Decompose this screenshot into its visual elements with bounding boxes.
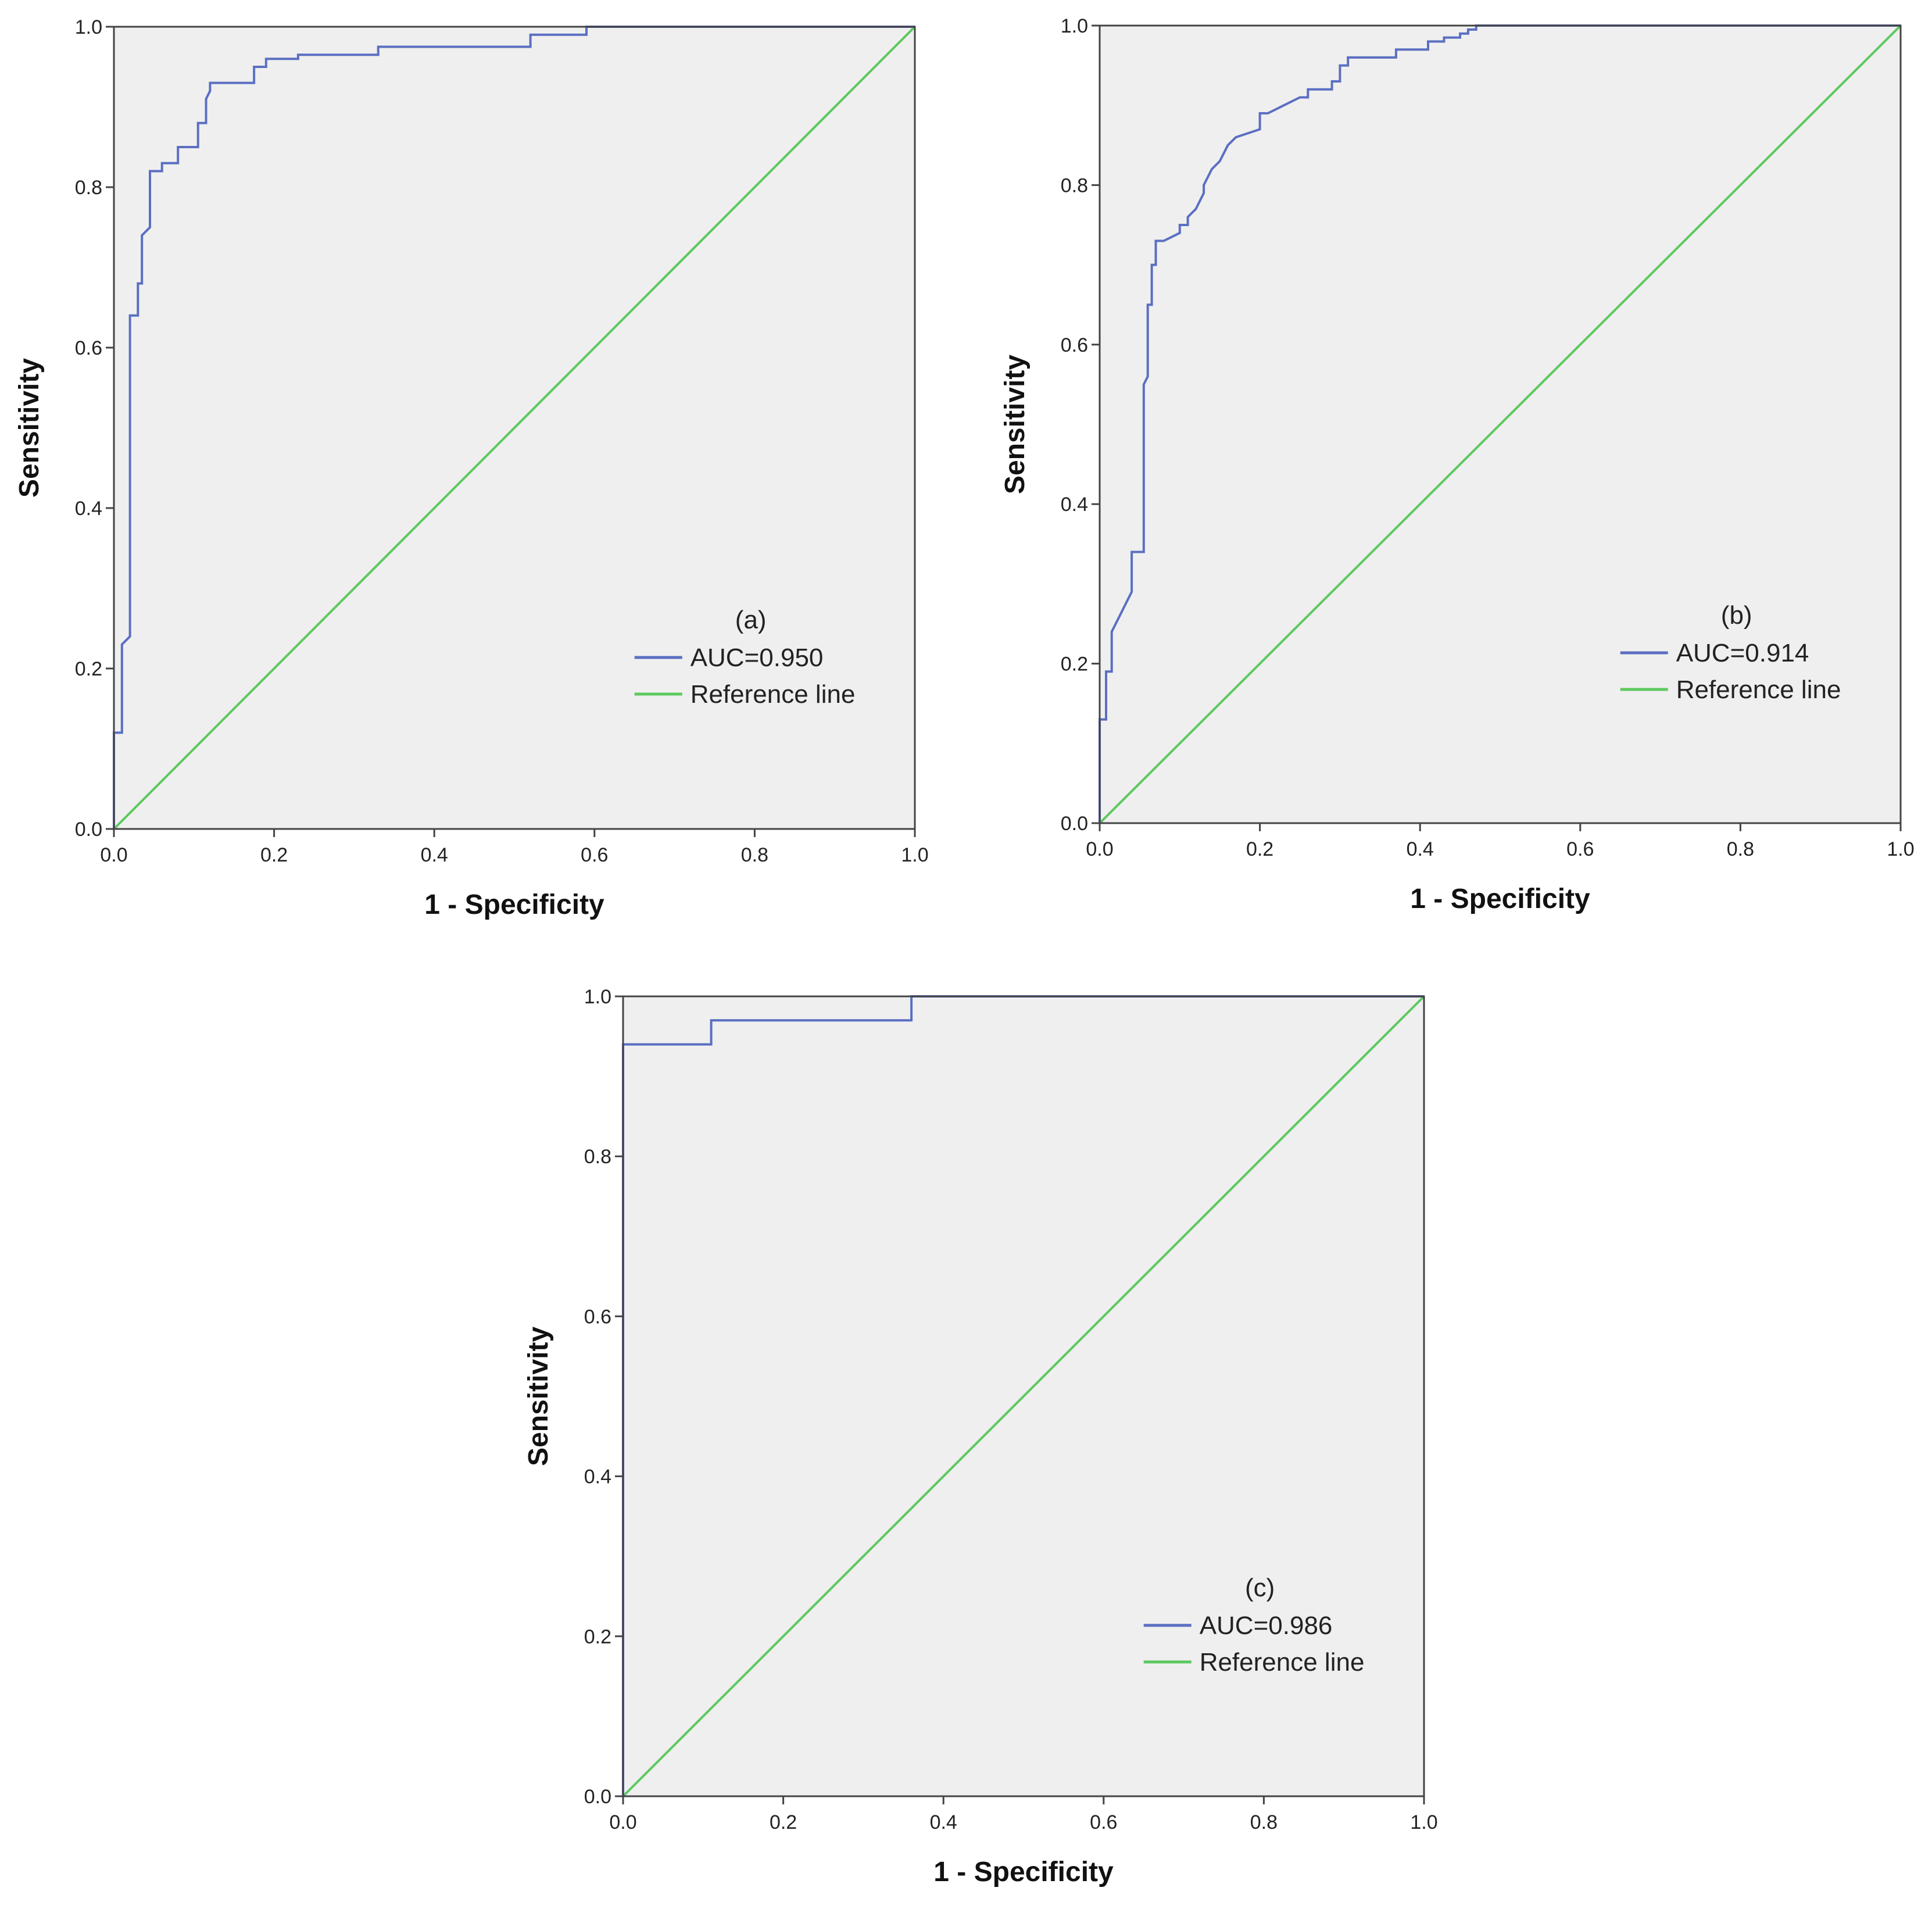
x-axis-title: 1 - Specificity (1410, 884, 1590, 914)
y-axis-title: Sensitivity (14, 358, 45, 498)
axis-ticks: 0.0 0.2 0.4 0.6 0.8 1.0 0.0 0.2 0.4 0.6 0.8 1.0 (584, 986, 1438, 1833)
y-tick-label: 0.2 (584, 1626, 611, 1648)
reference-line (113, 26, 916, 830)
y-tick-label: 0.4 (584, 1466, 611, 1488)
y-tick-label: 0.6 (1061, 334, 1088, 356)
x-tick-label: 0.4 (421, 844, 448, 866)
y-tick-label: 0.6 (584, 1306, 611, 1328)
x-tick-label: 0.6 (581, 844, 608, 866)
reference-line (1099, 24, 1902, 824)
legend-label-reference: Reference line (1676, 675, 1841, 704)
y-tick-label: 0.0 (584, 1786, 611, 1808)
y-axis-title: Sensitivity (1000, 355, 1031, 494)
y-tick-label: 0.8 (584, 1146, 611, 1168)
x-tick-label: 0.4 (930, 1811, 957, 1833)
legend-label-auc: AUC=0.914 (1676, 639, 1809, 667)
axis-ticks: 0.0 0.2 0.4 0.6 0.8 1.0 0.0 0.2 0.4 0.6 0.8 1.0 (75, 16, 929, 866)
y-tick-label: 1.0 (584, 986, 611, 1008)
x-tick-label: 0.6 (1090, 1811, 1117, 1833)
roc-panel-c: 0.0 0.2 0.4 0.6 0.8 1.0 0.0 0.2 0.4 0.6 0.8 1.0 1 -… (523, 986, 1438, 1888)
legend: (c) AUC=0.986 Reference line (1143, 1574, 1365, 1676)
y-tick-label: 0.6 (75, 337, 102, 359)
legend-title: (a) (735, 606, 767, 634)
plot-frame (113, 26, 916, 830)
x-tick-label: 1.0 (1887, 838, 1914, 860)
legend-label-reference: Reference line (690, 680, 856, 709)
legend-label-reference: Reference line (1200, 1648, 1365, 1676)
legend: (a) AUC=0.950 Reference line (634, 606, 856, 709)
x-axis-title: 1 - Specificity (933, 1857, 1114, 1888)
y-tick-label: 0.8 (75, 177, 102, 199)
legend-label-auc: AUC=0.986 (1200, 1611, 1333, 1640)
legend-title: (c) (1245, 1574, 1275, 1602)
x-tick-label: 0.8 (741, 844, 768, 866)
y-axis-title: Sensitivity (523, 1327, 554, 1466)
roc-panel-a: 0.0 0.2 0.4 0.6 0.8 1.0 0.0 0.2 0.4 0.6 0.8 1.0 1 -… (14, 16, 929, 920)
axis-ticks: 0.0 0.2 0.4 0.6 0.8 1.0 0.0 0.2 0.4 0.6 0.8 1.0 (1061, 15, 1915, 860)
x-tick-label: 0.2 (1246, 838, 1273, 860)
plot-frame (1099, 24, 1902, 824)
x-tick-label: 0.4 (1407, 838, 1434, 860)
legend-label-auc: AUC=0.950 (690, 644, 824, 672)
y-tick-label: 0.2 (1061, 653, 1088, 675)
x-tick-label: 1.0 (901, 844, 928, 866)
y-tick-label: 0.8 (1061, 174, 1088, 196)
y-tick-label: 1.0 (75, 16, 102, 38)
x-tick-label: 1.0 (1410, 1811, 1437, 1833)
roc-curve (113, 26, 915, 829)
y-tick-label: 0.4 (75, 498, 102, 520)
legend: (b) AUC=0.914 Reference line (1620, 601, 1841, 704)
y-tick-label: 0.0 (75, 818, 102, 841)
x-tick-label: 0.6 (1566, 838, 1594, 860)
roc-panel-b: 0.0 0.2 0.4 0.6 0.8 1.0 0.0 0.2 0.4 0.6 0.8 1.0 1 -… (1000, 15, 1915, 914)
x-tick-label: 0.0 (100, 844, 127, 866)
x-tick-label: 0.8 (1250, 1811, 1278, 1833)
y-tick-label: 1.0 (1061, 15, 1088, 37)
x-tick-label: 0.0 (609, 1811, 636, 1833)
x-tick-label: 0.8 (1727, 838, 1754, 860)
y-tick-label: 0.4 (1061, 494, 1088, 516)
x-tick-label: 0.2 (770, 1811, 797, 1833)
legend-title: (b) (1721, 601, 1752, 630)
x-tick-label: 0.2 (260, 844, 288, 866)
plot-frame (622, 995, 1425, 1797)
roc-curve (1099, 24, 1901, 823)
x-tick-label: 0.0 (1086, 838, 1113, 860)
y-tick-label: 0.2 (75, 658, 102, 680)
reference-line (622, 995, 1425, 1797)
x-axis-title: 1 - Specificity (424, 889, 604, 920)
y-tick-label: 0.0 (1061, 813, 1088, 835)
